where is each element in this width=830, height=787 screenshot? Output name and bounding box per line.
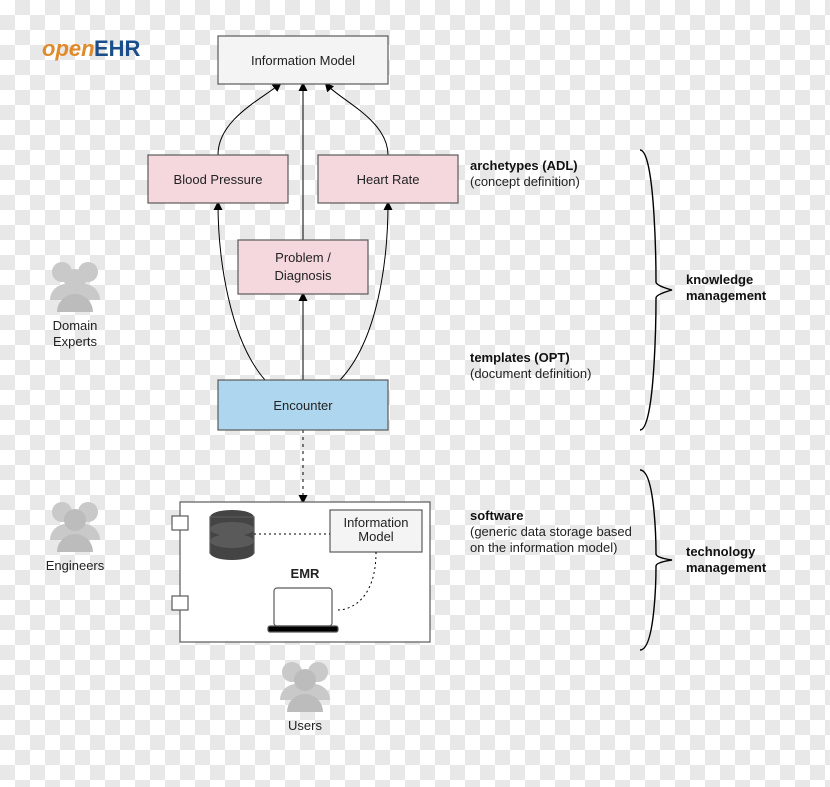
soft-sub2: on the information model) [470,540,617,555]
people-icon-domain [50,262,100,312]
emr-label: EMR [291,566,321,581]
domain-l1: Domain [53,318,98,333]
edge-bp-info [218,84,280,155]
svg-text:Blood Pressure: Blood Pressure [174,172,263,187]
brace-k-2: management [686,288,767,303]
users-l: Users [288,718,322,733]
node-bp: Blood Pressure [148,155,288,203]
brand-ehr: EHR [94,36,141,61]
arch-sub: (concept definition) [470,174,580,189]
node-prob: Problem / Diagnosis [238,240,368,294]
svg-text:Diagnosis: Diagnosis [274,268,332,283]
brace-t-2: management [686,560,767,575]
svg-text:Encounter: Encounter [273,398,333,413]
eng-l: Engineers [46,558,105,573]
node-info: Information Model [218,36,388,84]
tmpl-sub: (document definition) [470,366,591,381]
node-enc: Encounter [218,380,388,430]
soft-sub1: (generic data storage based [470,524,632,539]
emr-info-l1: Information [343,515,408,530]
brace-k-1: knowledge [686,272,753,287]
node-hr: Heart Rate [318,155,458,203]
brace-knowledge [640,150,672,430]
edge-hr-info [326,84,388,155]
db-icon [210,510,254,560]
soft-title: software [470,508,523,523]
domain-l2: Experts [53,334,98,349]
emr-info-l2: Model [358,529,394,544]
svg-text:Problem /: Problem / [275,250,331,265]
tmpl-title: templates (OPT) [470,350,570,365]
people-icon-eng [50,502,100,552]
brand-open: open [42,36,95,61]
arch-title: archetypes (ADL) [470,158,578,173]
svg-text:Information Model: Information Model [251,53,355,68]
svg-text:Heart Rate: Heart Rate [357,172,420,187]
people-icon-users [280,662,330,712]
node-emr: Information Model EMR [172,502,430,642]
brace-t-1: technology [686,544,756,559]
brace-tech [640,470,672,650]
